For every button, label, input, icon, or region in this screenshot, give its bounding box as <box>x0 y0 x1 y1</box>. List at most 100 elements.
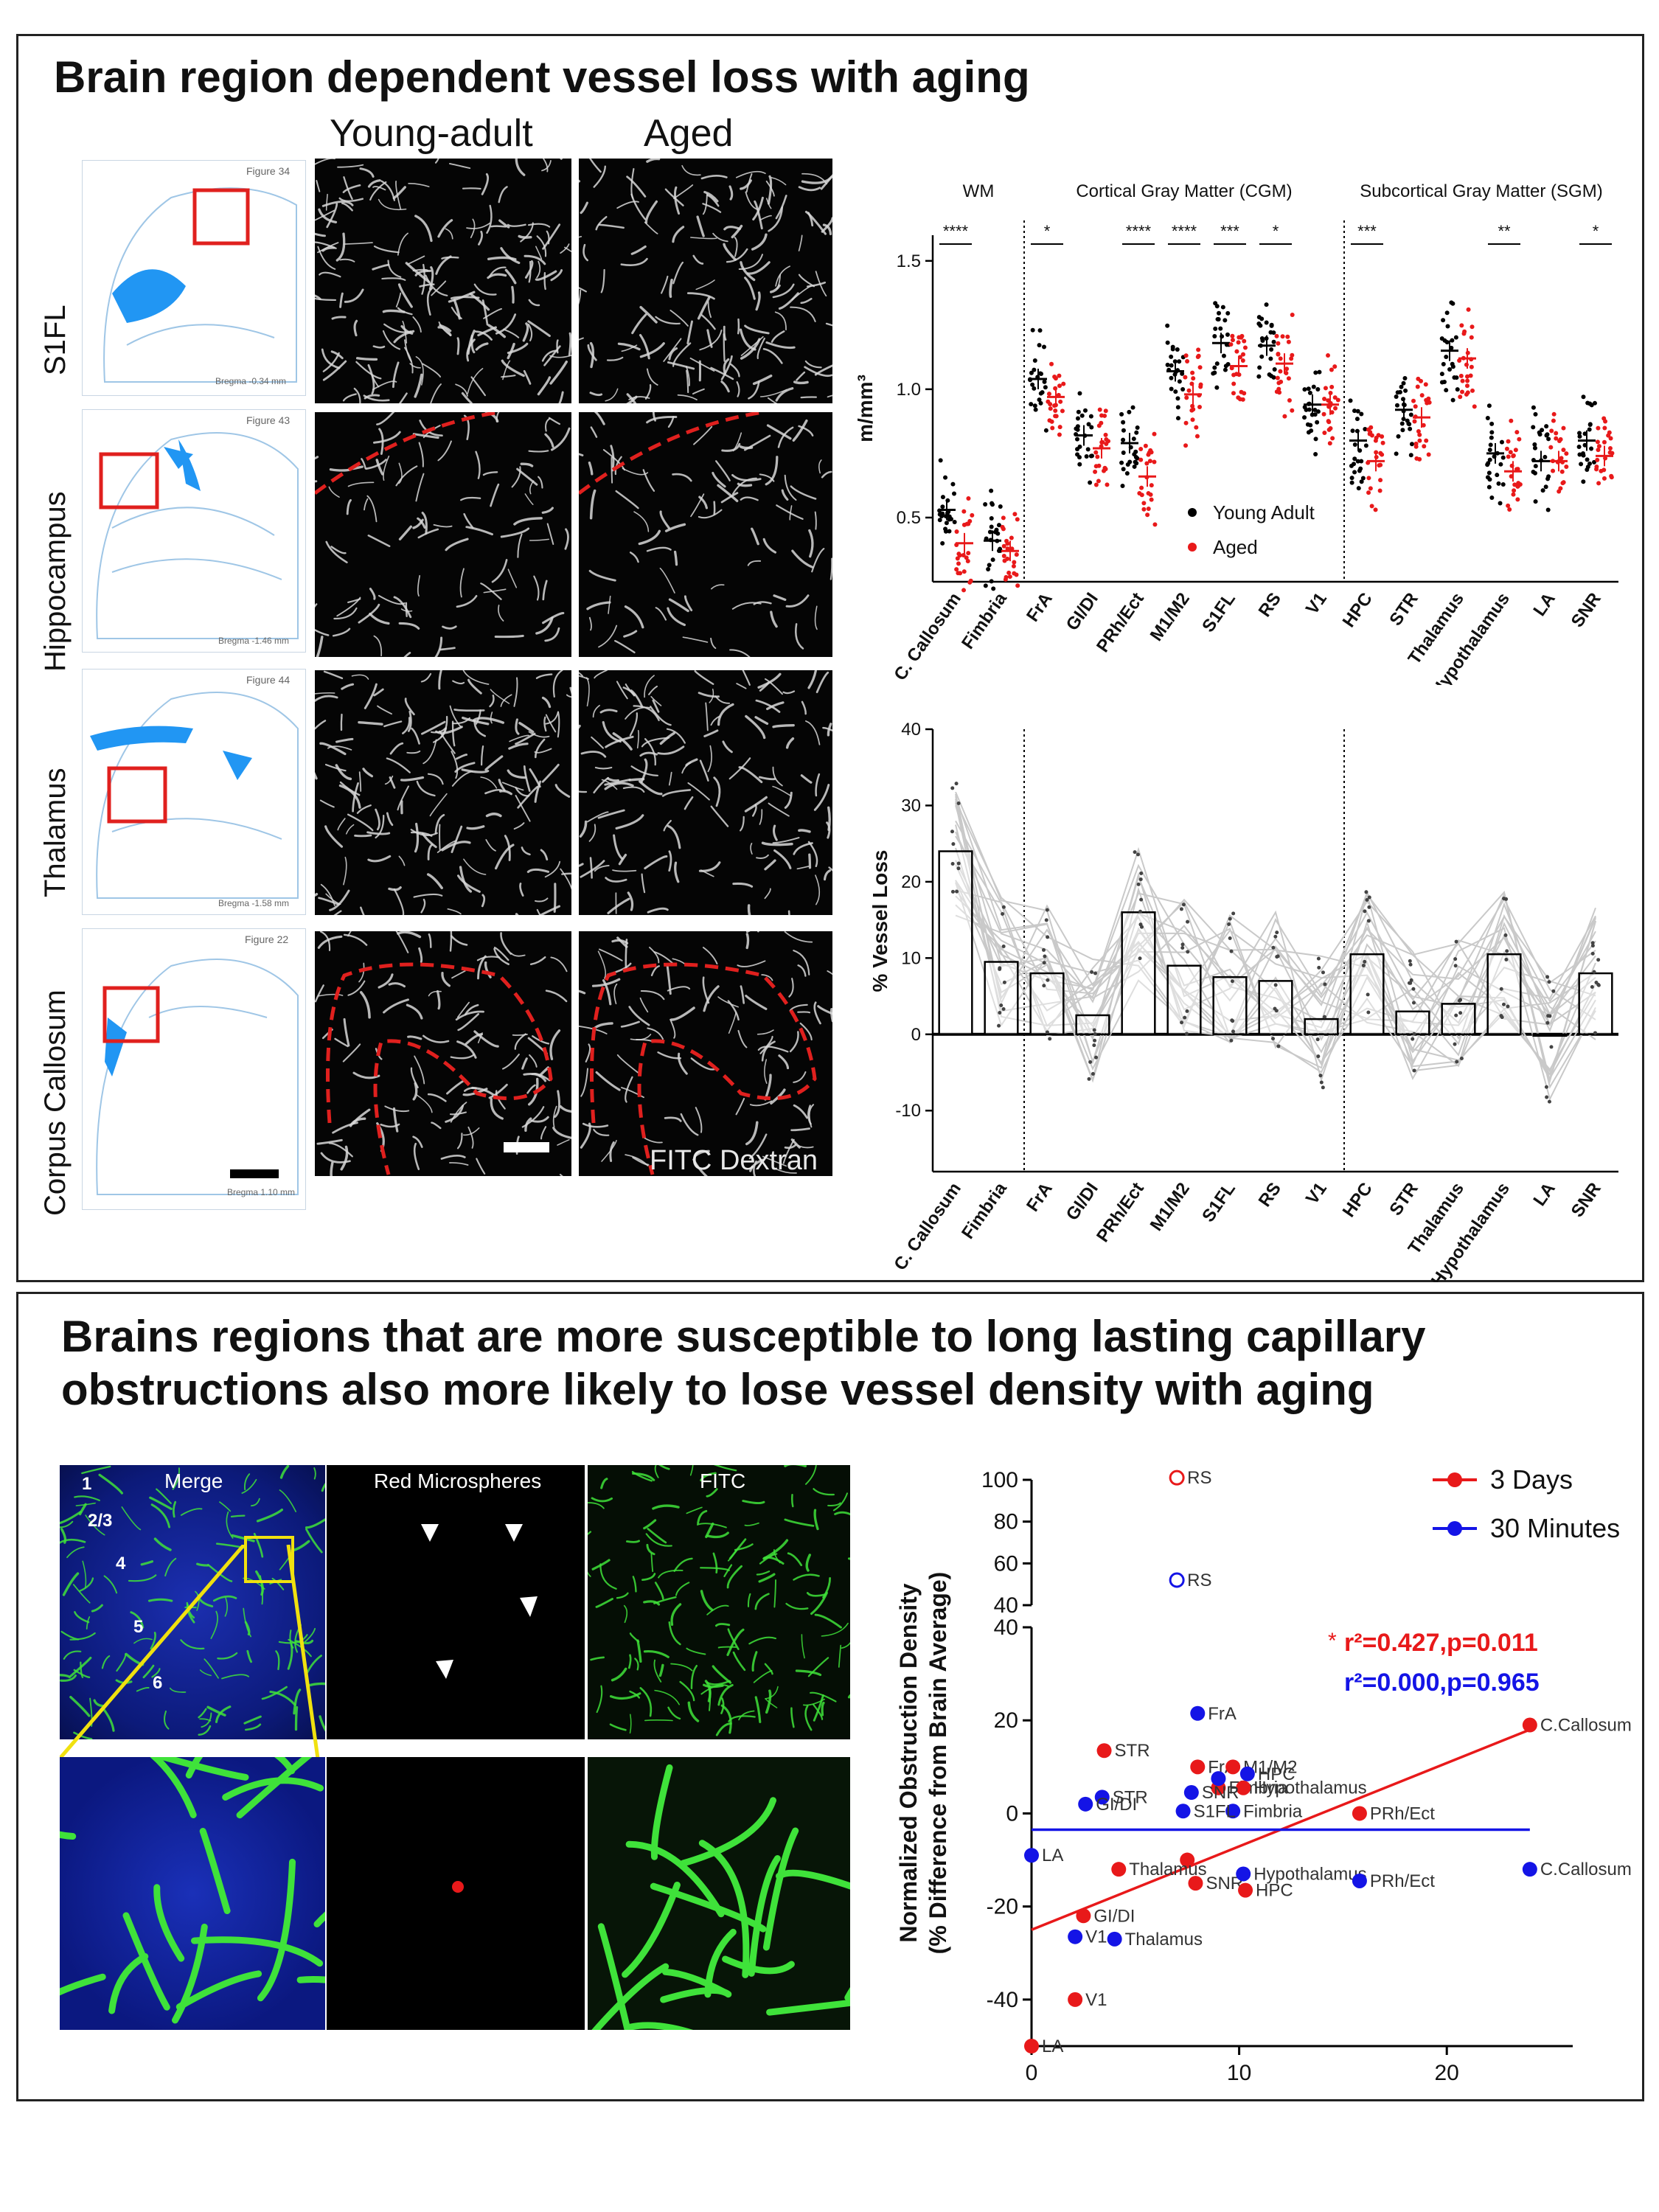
data-point <box>1408 453 1413 458</box>
data-point <box>1133 449 1138 454</box>
data-point <box>1107 1931 1122 1947</box>
data-point <box>1470 324 1475 330</box>
data-point <box>1596 982 1601 987</box>
data-point <box>1242 391 1247 396</box>
data-point <box>987 529 992 535</box>
arrowhead-icon <box>505 1524 523 1542</box>
data-point <box>1011 563 1016 568</box>
data-point <box>1196 347 1201 352</box>
micrograph-s1fl-young <box>315 159 571 403</box>
data-point <box>1048 406 1053 411</box>
data-point <box>1121 437 1126 442</box>
data-point <box>1177 359 1182 364</box>
data-point <box>1290 352 1295 358</box>
data-point <box>1076 1908 1091 1924</box>
data-point <box>1507 507 1512 512</box>
data-point <box>1096 423 1102 428</box>
data-point <box>1093 1032 1097 1036</box>
data-point <box>1458 1011 1463 1015</box>
data-point <box>1312 407 1318 412</box>
data-point <box>1102 468 1107 473</box>
arrowhead-icon <box>421 1524 439 1542</box>
data-point <box>1220 334 1225 339</box>
data-point <box>1450 397 1455 403</box>
data-point <box>1137 491 1142 496</box>
micrograph-corpus-callosum-young <box>315 931 571 1176</box>
data-point <box>1603 419 1608 424</box>
data-point <box>1413 441 1419 446</box>
data-point <box>1277 390 1282 395</box>
y-tick-label: 80 <box>994 1510 1018 1534</box>
data-point <box>1135 456 1140 461</box>
microsphere-arrows <box>421 1524 538 1679</box>
data-point <box>1141 507 1147 512</box>
legend-aged-marker <box>1188 543 1197 552</box>
data-point <box>1487 477 1492 482</box>
arrowhead-icon <box>436 1660 453 1679</box>
significance-star: * <box>1328 1629 1337 1653</box>
x-tick-label: LA <box>1529 589 1559 620</box>
y-tick-label: 10 <box>901 948 921 968</box>
data-point <box>1234 349 1239 354</box>
bar <box>1486 953 1522 1036</box>
data-point <box>1259 354 1265 359</box>
data-point <box>1472 404 1477 409</box>
atlas-s1fl: Figure 34 Bregma -0.34 mm <box>82 160 306 396</box>
data-point <box>1090 970 1094 974</box>
data-point <box>1327 441 1332 446</box>
data-point <box>1075 427 1080 432</box>
data-point <box>1515 484 1520 489</box>
data-point <box>1190 1705 1206 1721</box>
y-tick-label: -10 <box>895 1101 921 1121</box>
data-point <box>1228 936 1232 941</box>
data-point <box>1146 506 1151 511</box>
point-label: C.Callosum <box>1540 1860 1632 1879</box>
bar <box>1212 975 1248 1036</box>
data-point <box>1077 391 1082 396</box>
data-point <box>1194 434 1200 439</box>
data-point <box>1001 1006 1006 1011</box>
data-point <box>1512 488 1517 493</box>
vessel-texture <box>315 931 571 1176</box>
point-label: Thalamus <box>1125 1930 1203 1950</box>
data-point <box>1089 425 1094 430</box>
data-point <box>955 556 960 561</box>
x-tick-label: SNR <box>1568 1179 1605 1221</box>
bar <box>1121 911 1156 1036</box>
data-point <box>1557 489 1562 494</box>
data-point <box>1024 2039 1039 2053</box>
data-point <box>1058 399 1063 404</box>
data-point <box>1422 444 1427 449</box>
data-point <box>1148 492 1153 497</box>
atlas-thalamus-drawing <box>90 692 299 899</box>
data-point <box>1533 499 1538 504</box>
vessel-texture <box>315 412 571 657</box>
data-point <box>1061 381 1066 386</box>
data-point <box>1504 957 1509 961</box>
data-point <box>940 495 945 500</box>
data-point <box>1119 460 1124 465</box>
point-label: Hypothalamus <box>1253 1778 1366 1798</box>
data-point <box>1439 336 1444 341</box>
data-point <box>1369 504 1374 509</box>
x-tick-label: M1/M2 <box>1147 1179 1194 1235</box>
data-point <box>1075 452 1080 457</box>
data-point <box>1426 452 1431 457</box>
data-point <box>1315 1037 1320 1042</box>
data-point <box>1134 430 1139 435</box>
vessel-texture <box>591 1764 850 2030</box>
data-point <box>1419 393 1425 398</box>
y-tick-label: 20 <box>994 1708 1018 1733</box>
data-point <box>1447 367 1453 372</box>
data-point <box>1057 373 1062 378</box>
data-point <box>940 511 945 516</box>
data-point <box>987 563 992 568</box>
data-point <box>1173 389 1178 394</box>
data-point <box>1138 446 1144 451</box>
data-point <box>1121 428 1126 433</box>
data-point <box>1014 552 1019 557</box>
data-point <box>1194 425 1199 430</box>
boundary-line <box>315 412 500 495</box>
bar <box>984 961 1019 1036</box>
data-point <box>1329 384 1335 389</box>
